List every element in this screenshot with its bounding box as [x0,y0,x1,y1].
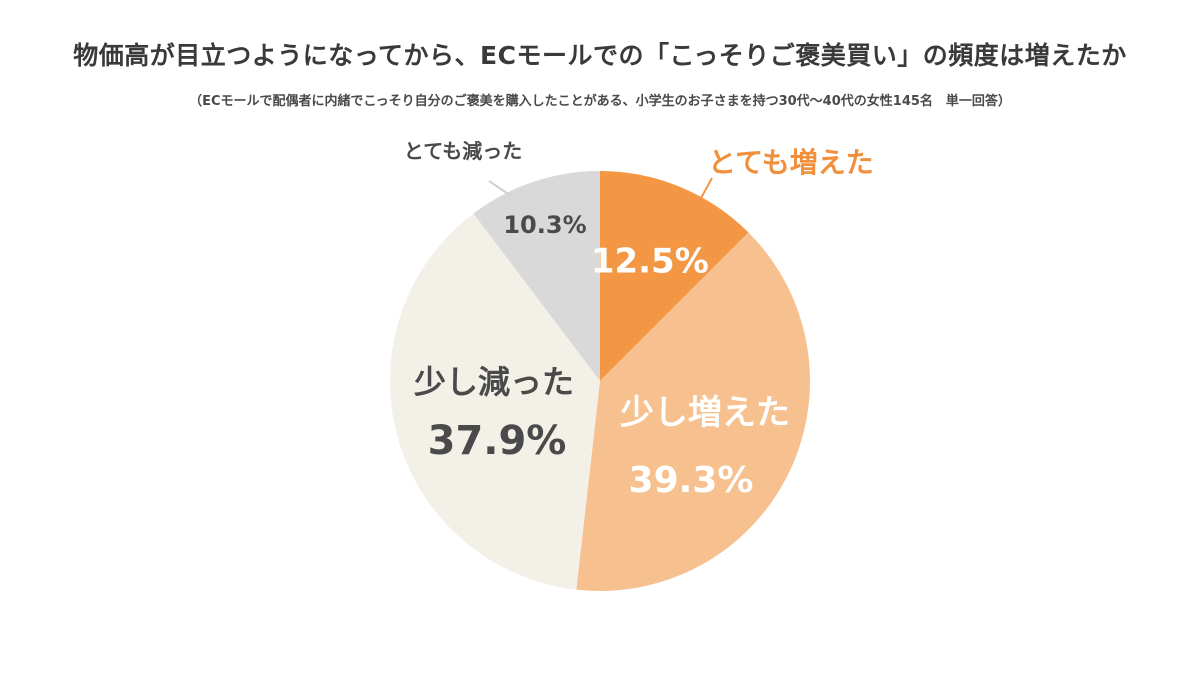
chart-title: 物価高が目立つようになってから、ECモールでの「こっそりご褒美買い」の頻度は増え… [73,41,1127,70]
pct-label-very-increased: 12.5% [591,242,709,282]
pie-slice-slightly-decreased [390,213,600,590]
category-label-very-increased: とても増えた [708,146,874,179]
leader-line-very-decreased [488,180,512,197]
pct-label-slightly-increased: 39.3% [629,460,754,501]
pie-slice-slightly-increased [576,232,810,592]
pie-slice-very-decreased [473,171,600,381]
pct-label-very-decreased: 10.3% [503,211,586,239]
category-label-slightly-decreased: 少し減った [414,363,574,401]
pie-slice-very-increased [600,171,749,381]
category-label-very-decreased: とても減った [404,139,522,163]
category-label-slightly-increased: 少し増えた [620,393,790,433]
chart-subtitle: （ECモールで配偶者に内緒でこっそり自分のご褒美を購入したことがある、小学生のお… [189,94,1011,109]
pct-label-slightly-decreased: 37.9% [428,418,567,464]
leader-line-very-increased [699,177,713,201]
